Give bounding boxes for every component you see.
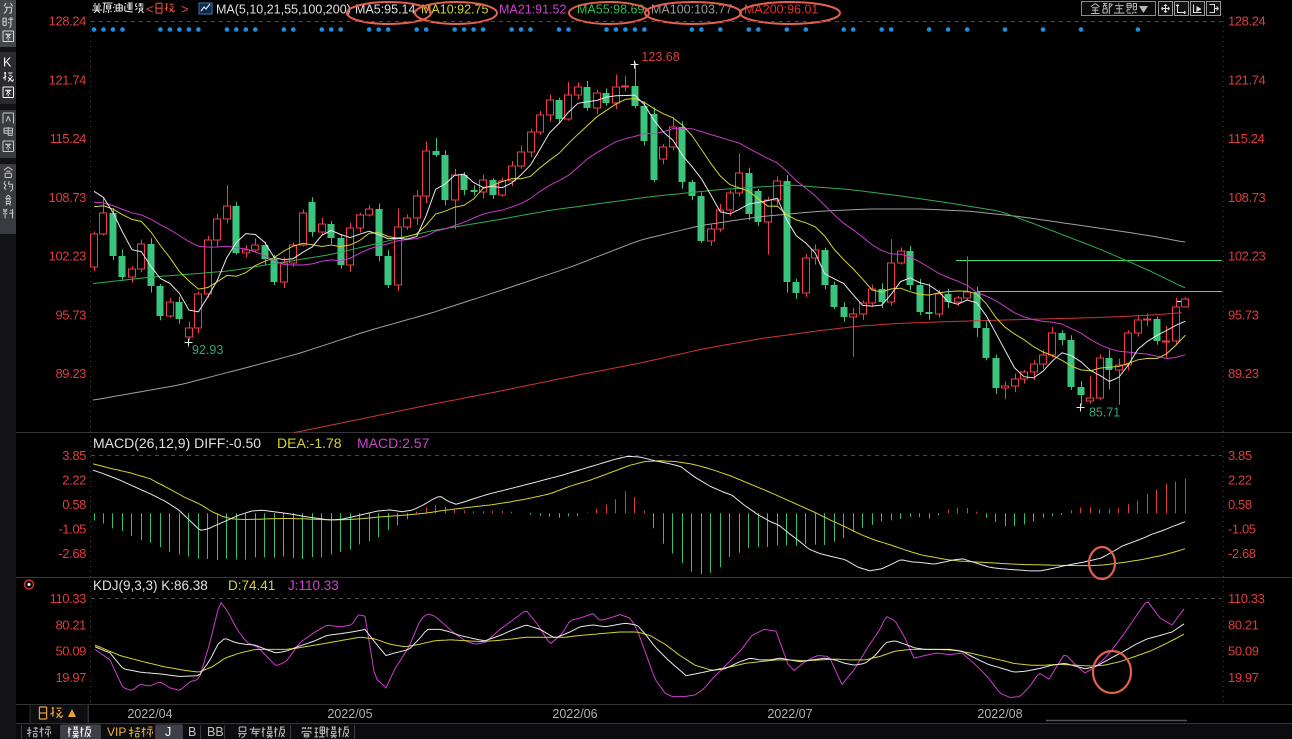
- svg-text:MA(5,10,21,55,100,200): MA(5,10,21,55,100,200): [216, 3, 351, 17]
- svg-text:50.09: 50.09: [55, 644, 86, 659]
- svg-text:3.85: 3.85: [1228, 448, 1252, 463]
- svg-text:>: >: [181, 2, 189, 17]
- svg-text:MA5:95.14: MA5:95.14: [355, 3, 416, 17]
- svg-text:115.24: 115.24: [50, 131, 87, 146]
- svg-text:-1.05: -1.05: [58, 521, 86, 536]
- svg-text:108.73: 108.73: [1228, 190, 1266, 205]
- svg-text:2022/06: 2022/06: [552, 707, 597, 721]
- svg-text:50.09: 50.09: [1228, 644, 1259, 659]
- svg-text:D:74.41: D:74.41: [228, 578, 275, 593]
- svg-text:2022/08: 2022/08: [977, 707, 1022, 721]
- svg-text:110.33: 110.33: [1228, 591, 1265, 606]
- svg-text:128.24: 128.24: [49, 14, 87, 29]
- svg-text:-2.68: -2.68: [1228, 546, 1256, 561]
- svg-text:B: B: [188, 725, 196, 739]
- svg-text:KDJ(9,3,3) K:86.38: KDJ(9,3,3) K:86.38: [93, 578, 208, 593]
- svg-text:MA200:96.01: MA200:96.01: [744, 3, 818, 17]
- svg-text:102.23: 102.23: [49, 249, 87, 264]
- svg-text:VIP: VIP: [107, 725, 126, 739]
- svg-text:<: <: [146, 2, 154, 17]
- svg-text:K: K: [3, 56, 12, 70]
- svg-text:MA100:103.77: MA100:103.77: [651, 3, 732, 17]
- svg-text:2.22: 2.22: [1228, 472, 1252, 487]
- svg-text:2022/07: 2022/07: [767, 707, 812, 721]
- svg-text:95.73: 95.73: [1228, 307, 1259, 322]
- svg-text:DEA:-1.78: DEA:-1.78: [277, 435, 342, 451]
- svg-text:92.93: 92.93: [192, 343, 223, 357]
- svg-text:2022/05: 2022/05: [327, 707, 372, 721]
- svg-text:J: J: [165, 725, 171, 739]
- svg-text:MA10:92.75: MA10:92.75: [421, 3, 488, 17]
- svg-text:110.33: 110.33: [50, 591, 87, 606]
- svg-text:2.22: 2.22: [62, 472, 86, 487]
- svg-text:108.73: 108.73: [49, 190, 87, 205]
- svg-text:95.73: 95.73: [55, 307, 86, 322]
- svg-text:J:110.33: J:110.33: [288, 578, 339, 593]
- svg-text:MACD:2.57: MACD:2.57: [357, 435, 430, 451]
- svg-text:-1.05: -1.05: [1228, 521, 1256, 536]
- svg-text:80.21: 80.21: [1228, 617, 1259, 632]
- svg-text:-2.68: -2.68: [58, 546, 86, 561]
- svg-text:80.21: 80.21: [55, 617, 86, 632]
- svg-text:19.97: 19.97: [1228, 670, 1259, 685]
- svg-text:89.23: 89.23: [1228, 366, 1259, 381]
- svg-text:19.97: 19.97: [55, 670, 86, 685]
- svg-text:121.74: 121.74: [1228, 72, 1266, 87]
- svg-text:MA55:98.69: MA55:98.69: [577, 3, 644, 17]
- svg-text:115.24: 115.24: [1228, 131, 1265, 146]
- svg-text:MA21:91.52: MA21:91.52: [499, 3, 566, 17]
- svg-text:0.58: 0.58: [1228, 497, 1252, 512]
- svg-text:102.23: 102.23: [1228, 249, 1266, 264]
- svg-text:128.24: 128.24: [1228, 14, 1266, 29]
- svg-text:0.58: 0.58: [62, 497, 86, 512]
- svg-text:123.68: 123.68: [641, 50, 679, 64]
- svg-text:85.71: 85.71: [1089, 406, 1120, 420]
- svg-text:BB: BB: [207, 725, 224, 739]
- svg-text:2022/04: 2022/04: [127, 707, 172, 721]
- svg-text:121.74: 121.74: [49, 72, 87, 87]
- svg-text:3.85: 3.85: [62, 448, 86, 463]
- svg-text:MACD(26,12,9) DIFF:-0.50: MACD(26,12,9) DIFF:-0.50: [93, 435, 261, 451]
- svg-text:89.23: 89.23: [55, 366, 86, 381]
